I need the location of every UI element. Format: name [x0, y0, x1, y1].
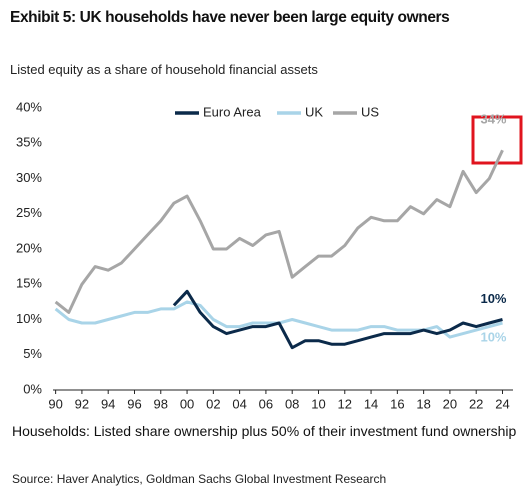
chart-title: Exhibit 5: UK households have never been… [10, 9, 450, 26]
x-tick-label: 92 [75, 396, 89, 411]
x-tick-label: 14 [364, 396, 378, 411]
x-tick-label: 90 [48, 396, 62, 411]
legend-label: UK [305, 104, 323, 119]
end-label: 10% [480, 329, 506, 344]
y-tick-label: 20% [16, 240, 42, 255]
series-line [54, 149, 504, 314]
x-tick-label: 12 [338, 396, 352, 411]
source: Source: Haver Analytics, Goldman Sachs G… [12, 472, 387, 486]
x-tick-label: 22 [469, 396, 483, 411]
x-tick-label: 00 [180, 396, 194, 411]
y-tick-label: 5% [23, 346, 42, 361]
x-tick-label: 10 [311, 396, 325, 411]
y-tick-label: 15% [16, 276, 42, 291]
y-tick-label: 35% [16, 135, 42, 150]
chart: 0% 5% 10% 15% 20% 25% 30% 35% 40% 90 92 94 96 98 00 02 0… [16, 99, 523, 411]
x-tick-label: 18 [416, 396, 430, 411]
x-tick-label: 16 [390, 396, 404, 411]
footnote: Households: Listed share ownership plus … [12, 423, 517, 439]
x-tick-label: 94 [101, 396, 115, 411]
y-tick-label: 30% [16, 170, 42, 185]
y-tick-label: 25% [16, 205, 42, 220]
x-tick-label: 04 [232, 396, 246, 411]
x-tick-label: 96 [127, 396, 141, 411]
x-tick-label: 24 [495, 396, 509, 411]
x-tick-label: 20 [443, 396, 457, 411]
y-tick-label: 10% [16, 311, 42, 326]
y-tick-label: 0% [23, 381, 42, 396]
legend-label: Euro Area [203, 104, 262, 119]
x-tick-label: 98 [154, 396, 168, 411]
x-tick-label: 02 [206, 396, 220, 411]
end-label: 10% [480, 291, 506, 306]
series-line [172, 289, 503, 350]
x-tick-label: 06 [259, 396, 273, 411]
x-tick-label: 08 [285, 396, 299, 411]
y-tick-label: 40% [16, 99, 42, 114]
chart-subtitle: Listed equity as a share of household fi… [10, 62, 318, 77]
legend-label: US [361, 104, 379, 119]
end-label: 34% [480, 112, 506, 127]
